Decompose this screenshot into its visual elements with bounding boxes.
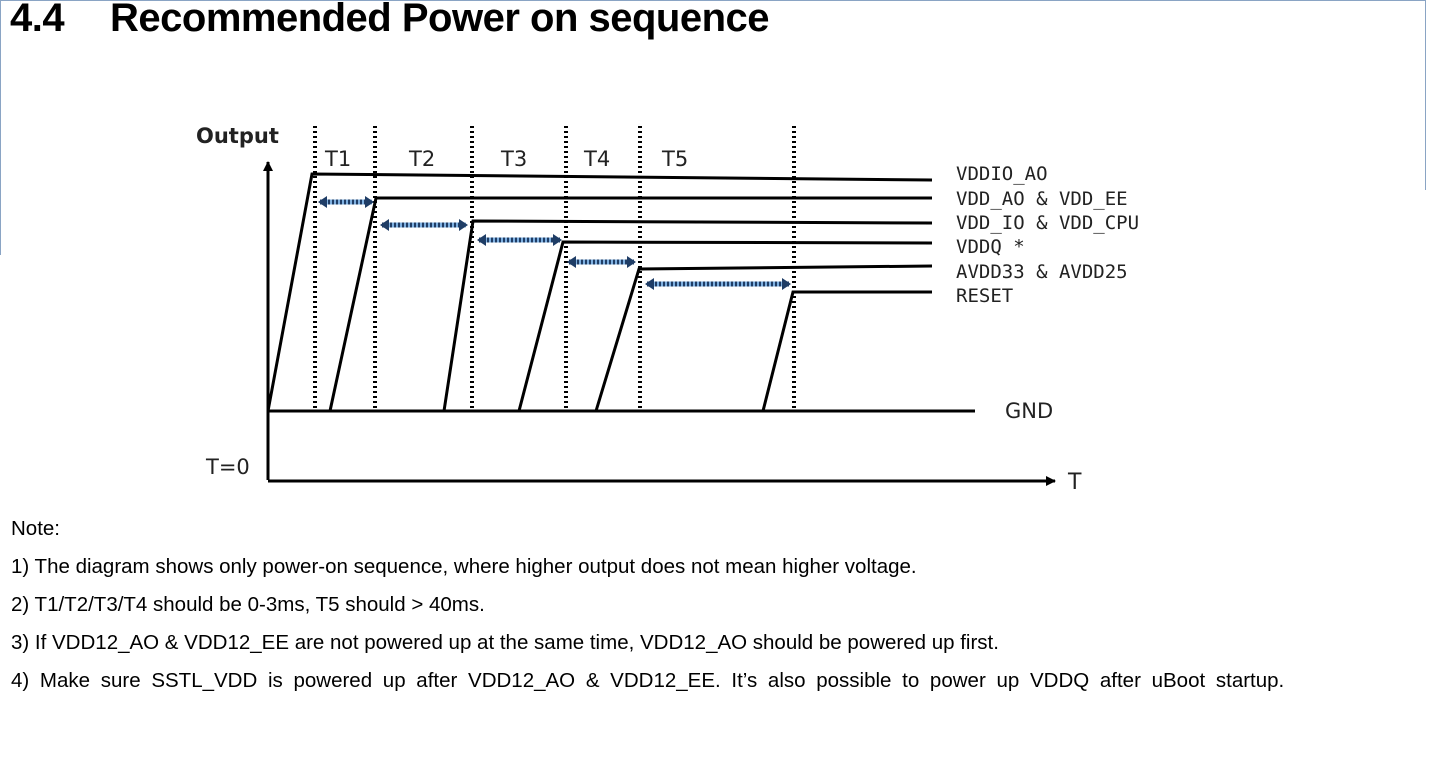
rail-label-vddq: VDDQ *: [956, 236, 1025, 258]
rail-label-vdd-io-cpu: VDD_IO & VDD_CPU: [956, 212, 1139, 234]
interval-label-t3: T3: [500, 147, 527, 171]
notes-title: Note:: [11, 517, 60, 540]
origin-label: T=0: [205, 455, 250, 479]
interval-label-t2: T2: [408, 147, 435, 171]
rail-label-reset: RESET: [956, 285, 1013, 307]
note-3: 3) If VDD12_AO & VDD12_EE are not powere…: [11, 631, 999, 654]
delay-arrow-t1: [318, 196, 374, 208]
delay-arrow-t3: [477, 234, 562, 246]
section-number: 4.4: [10, 0, 65, 40]
power-sequence-diagram: Output T=0 T GND T1 T2 T3 T4 T5 VDDIO_AO…: [196, 124, 1139, 495]
frame-border-left: [0, 0, 1, 255]
y-axis-label: Output: [196, 124, 279, 148]
section-title: Recommended Power on sequence: [110, 0, 770, 40]
rail-label-vdd-ao-ee: VDD_AO & VDD_EE: [956, 188, 1128, 210]
frame-border-right: [1425, 0, 1426, 190]
rail-reset: [761, 290, 932, 412]
frame-border-top: [0, 0, 1425, 1]
rail-vddio-ao: [266, 172, 933, 412]
rail-vddq: [517, 240, 933, 412]
interval-label-t4: T4: [583, 147, 610, 171]
delay-arrow-t2: [380, 219, 468, 231]
delay-arrow-t5: [645, 278, 791, 290]
x-axis-label: T: [1067, 470, 1082, 495]
interval-label-t1: T1: [324, 147, 351, 171]
rail-vdd-io-cpu: [442, 219, 933, 412]
note-4: 4) Make sure SSTL_VDD is powered up afte…: [11, 669, 1285, 692]
gnd-label: GND: [1005, 399, 1053, 423]
rail-label-avdd: AVDD33 & AVDD25: [956, 261, 1128, 283]
interval-label-t5: T5: [661, 147, 688, 171]
note-2: 2) T1/T2/T3/T4 should be 0-3ms, T5 shoul…: [11, 593, 485, 616]
notes-section: Note: 1) The diagram shows only power-on…: [11, 510, 1409, 700]
delay-arrows: [318, 196, 791, 290]
rail-vdd-ao-ee: [328, 196, 932, 412]
supply-rails: [266, 172, 933, 412]
section-heading: 4.4 Recommended Power on sequence: [10, 0, 770, 41]
rail-label-vddio-ao: VDDIO_AO: [956, 163, 1048, 185]
note-1: 1) The diagram shows only power-on seque…: [11, 555, 917, 578]
delay-arrow-t4: [567, 256, 636, 268]
rail-avdd: [594, 264, 933, 412]
